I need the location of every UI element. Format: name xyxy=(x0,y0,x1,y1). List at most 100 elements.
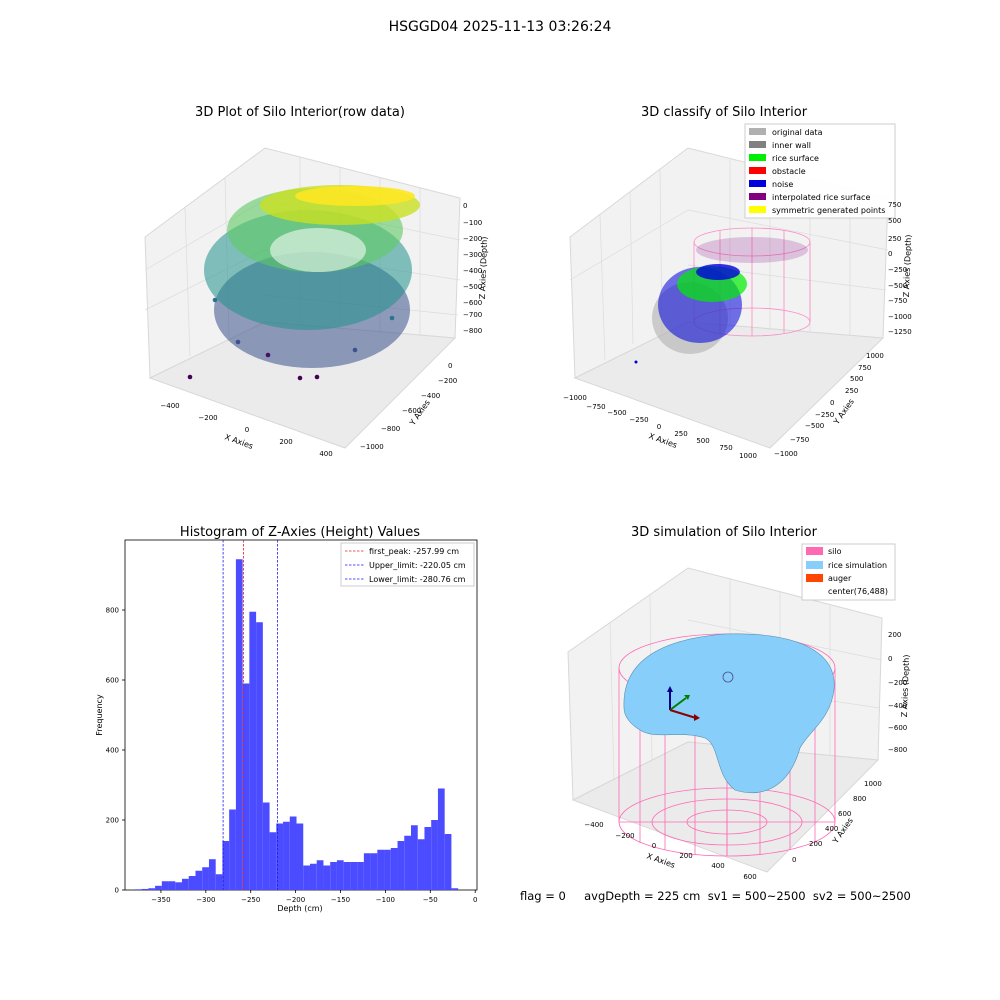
hist-bar xyxy=(269,832,277,890)
sim-3d-xtick: 200 xyxy=(679,852,692,860)
legend-label-lower-limit: Lower_limit: -280.76 cm xyxy=(369,575,466,584)
legend-swatch-noise xyxy=(749,180,766,187)
legend-label-interpolated: interpolated rice surface xyxy=(772,193,870,202)
hist-yticks: 0 200 400 600 800 xyxy=(106,607,125,895)
classify-3d-ztick: −1000 xyxy=(888,313,912,321)
hist-xtick-label: −50 xyxy=(423,896,438,904)
hist-bar xyxy=(208,859,216,890)
hist-bar xyxy=(390,848,398,890)
classify-3d-ztick: −500 xyxy=(888,282,907,290)
hist-bar xyxy=(242,683,250,890)
sim-3d-xtick: 600 xyxy=(743,873,756,881)
sim-3d-auger-axes xyxy=(667,686,700,721)
raw-3d-ztick: −200 xyxy=(463,235,482,243)
raw-3d-xtick: −200 xyxy=(198,414,217,422)
sim-3d-ztick: 200 xyxy=(888,631,901,639)
sim-3d-xtick: 0 xyxy=(652,842,656,850)
hist-bar xyxy=(424,827,432,890)
hist-bar xyxy=(134,889,142,890)
hist-bar xyxy=(229,809,236,890)
classify-3d-ytick: −250 xyxy=(815,411,834,419)
legend-swatch-auger xyxy=(806,574,823,582)
hist-bar xyxy=(384,849,391,890)
hist-bar xyxy=(276,823,284,890)
status-line: flag = 0 avgDepth = 225 cm sv1 = 500~250… xyxy=(520,889,911,903)
hist-bar xyxy=(343,862,351,890)
raw-3d-ztick: −700 xyxy=(463,311,482,319)
hist-bar xyxy=(155,885,162,890)
hist-bar xyxy=(215,874,223,890)
classify-3d-ytick: 0 xyxy=(830,399,834,407)
hist-bar xyxy=(202,867,209,890)
raw-3d-ytick: −800 xyxy=(381,425,400,433)
raw-3d-title: 3D Plot of Silo Interior(row data) xyxy=(195,105,405,120)
hist-ytick-label: 800 xyxy=(106,607,119,615)
classify-3d-ztick: 500 xyxy=(888,217,901,225)
hist-bar xyxy=(350,862,358,890)
hist-bar xyxy=(357,862,364,890)
legend-swatch-interpolated xyxy=(749,193,766,200)
hist-bar xyxy=(161,881,169,890)
raw-3d-ztick: −500 xyxy=(463,283,482,291)
classify-3d-ylabel: Y Axies xyxy=(831,397,856,427)
legend-label-rice-surface: rice surface xyxy=(772,154,819,163)
sim-3d-ytick: 1000 xyxy=(864,780,882,788)
raw-3d-xtick: 0 xyxy=(245,426,249,434)
classify-3d-xtick: −750 xyxy=(586,403,605,411)
hist-bar xyxy=(195,870,203,890)
hist-xtick-label: −150 xyxy=(331,896,350,904)
hist-bar xyxy=(309,863,317,890)
hist-xticks: −350 −300 −250 −200 −150 −100 −50 0 xyxy=(151,890,477,904)
sim-3d-ytick: 800 xyxy=(853,795,866,803)
hist-bar xyxy=(296,823,304,890)
raw-3d-point-cloud xyxy=(187,185,420,381)
legend-swatch-original-data xyxy=(749,128,766,135)
hist-bar xyxy=(336,860,344,890)
hist-bars xyxy=(134,559,459,890)
raw-3d-floor-pane xyxy=(148,321,457,449)
hist-xlabel: Depth (cm) xyxy=(277,904,322,913)
classify-3d-legend: original data inner wall rice surface ob… xyxy=(744,123,896,219)
hist-bar xyxy=(363,853,371,890)
hist-bar xyxy=(377,849,385,890)
hist-xtick-label: −250 xyxy=(241,896,260,904)
raw-3d-ztick: −600 xyxy=(463,299,482,307)
hist-bar xyxy=(417,839,425,890)
raw-3d-xtick: 200 xyxy=(279,438,292,446)
legend-swatch-symmetric xyxy=(749,206,766,213)
hist-xtick-label: −200 xyxy=(286,896,305,904)
raw-3d-ytick: 0 xyxy=(448,362,452,370)
panel-classify-3d: 3D classify of Silo Interior xyxy=(563,105,913,460)
sim-3d-ztick: −400 xyxy=(888,702,907,710)
classify-3d-ztick: 250 xyxy=(888,235,901,243)
classify-3d-xtick: 1000 xyxy=(739,452,757,460)
hist-bar xyxy=(444,834,452,890)
hist-bar xyxy=(289,816,297,890)
classify-3d-xtick: 750 xyxy=(719,444,732,452)
classify-3d-ytick: 250 xyxy=(845,387,858,395)
hist-bar xyxy=(431,820,438,890)
raw-3d-zlabel: Z Axies (Depth) xyxy=(478,236,489,299)
sim-3d-ytick: 400 xyxy=(825,825,838,833)
sim-3d-ztick: −200 xyxy=(888,679,907,687)
hist-ytick-label: 600 xyxy=(106,677,119,685)
classify-3d-ytick: −750 xyxy=(790,436,809,444)
sim-3d-ztick: 0 xyxy=(888,655,892,663)
sim-3d-floor-pane xyxy=(571,741,880,873)
classify-3d-point-clusters xyxy=(634,264,747,364)
panel-histogram: Histogram of Z-Axies (Height) Values −35… xyxy=(95,525,477,913)
sim-3d-title: 3D simulation of Silo Interior xyxy=(631,525,818,540)
classify-3d-interpolated-surface xyxy=(696,237,808,263)
raw-3d-xlabel: X Axies xyxy=(223,432,254,451)
legend-label-original-data: original data xyxy=(772,128,823,137)
hist-bar xyxy=(330,862,337,890)
figure-suptitle: HSGGD04 2025-11-13 03:26:24 xyxy=(389,19,612,35)
hist-ytick-label: 400 xyxy=(106,747,119,755)
classify-3d-xtick: −500 xyxy=(607,409,626,417)
hist-bar xyxy=(323,865,331,890)
sim-3d-ytick: 200 xyxy=(809,840,822,848)
raw-3d-xtick: −400 xyxy=(160,402,179,410)
legend-label-silo: silo xyxy=(828,547,842,556)
hist-bar xyxy=(437,788,445,890)
